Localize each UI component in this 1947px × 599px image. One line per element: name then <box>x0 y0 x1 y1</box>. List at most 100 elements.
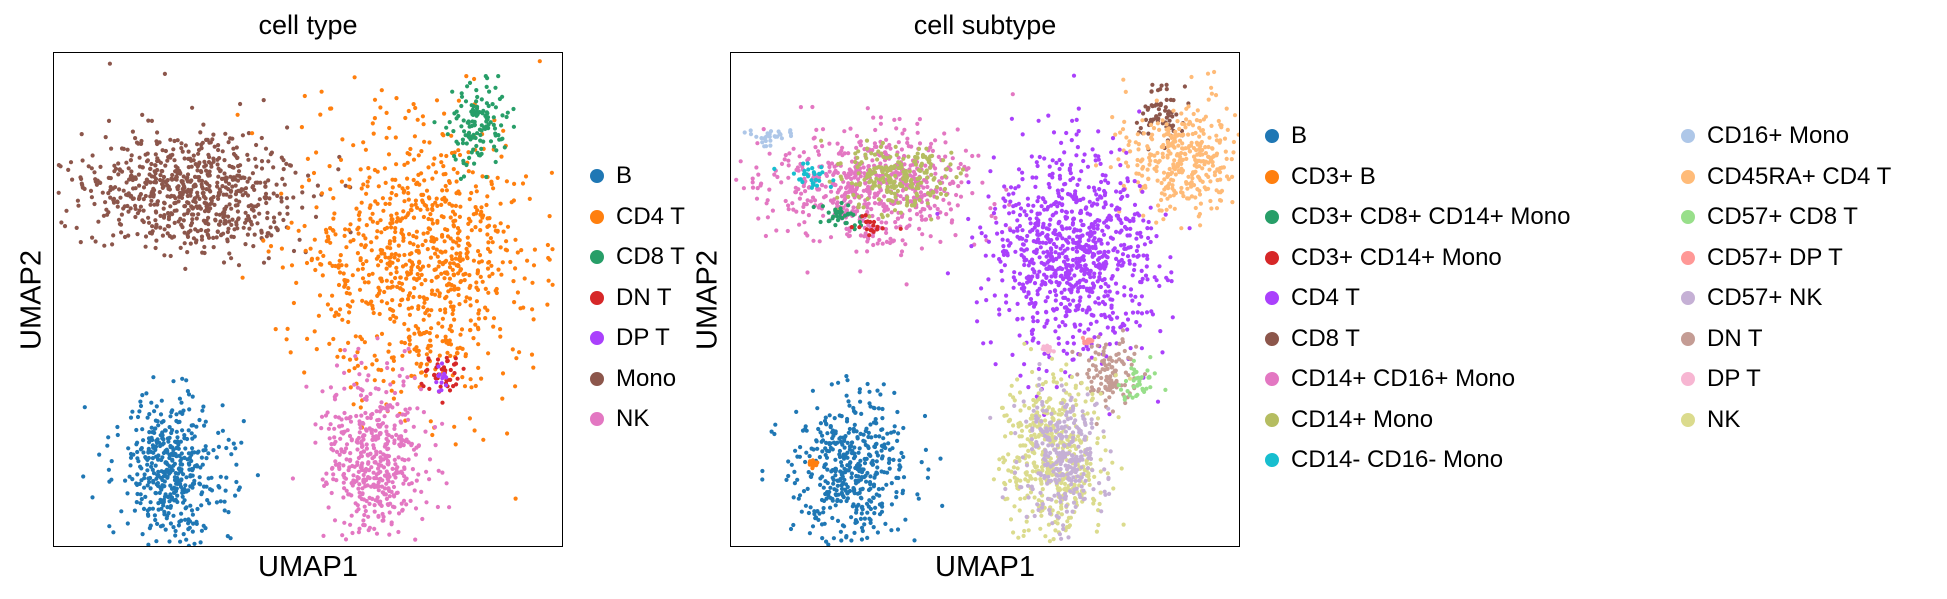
scatter-point <box>523 174 529 179</box>
scatter-point <box>986 239 991 244</box>
scatter-point <box>89 166 94 171</box>
scatter-point <box>1157 208 1162 213</box>
scatter-point <box>893 220 898 225</box>
scatter-point <box>1236 132 1239 137</box>
scatter-point <box>131 186 136 191</box>
scatter-point <box>156 453 161 458</box>
scatter-point <box>993 215 998 220</box>
scatter-point <box>1025 233 1030 239</box>
scatter-point <box>1071 357 1076 362</box>
scatter-point <box>357 430 362 435</box>
scatter-point <box>836 210 841 215</box>
scatter-point <box>293 170 298 175</box>
scatter-point <box>804 202 809 207</box>
scatter-point <box>186 187 191 192</box>
scatter-point <box>1128 287 1134 292</box>
scatter-point <box>820 204 825 209</box>
scatter-point <box>1154 220 1159 225</box>
scatter-point <box>1072 273 1077 278</box>
scatter-point <box>250 131 255 136</box>
scatter-point <box>1078 228 1083 233</box>
scatter-point <box>256 202 261 207</box>
scatter-point <box>208 202 213 207</box>
scatter-point <box>865 196 870 201</box>
scatter-point <box>1201 117 1206 122</box>
scatter-point <box>345 278 350 283</box>
scatter-point <box>883 227 889 232</box>
scatter-point <box>367 175 372 180</box>
scatter-point <box>190 529 195 534</box>
scatter-point <box>905 200 910 205</box>
scatter-point <box>1184 117 1189 122</box>
scatter-point <box>462 278 467 283</box>
scatter-point <box>324 230 329 235</box>
scatter-point <box>147 430 152 435</box>
scatter-point <box>513 266 518 271</box>
scatter-point <box>389 225 394 230</box>
scatter-point <box>1105 325 1110 330</box>
scatter-point <box>915 151 920 156</box>
scatter-point <box>827 169 832 174</box>
scatter-series-dp-t <box>434 361 449 394</box>
scatter-point <box>1145 107 1150 112</box>
scatter-point <box>983 253 988 258</box>
scatter-point <box>1224 156 1229 161</box>
scatter-point <box>191 521 196 526</box>
scatter-point <box>128 463 133 468</box>
scatter-point <box>1000 237 1005 242</box>
scatter-point <box>1148 205 1153 210</box>
scatter-point <box>1226 177 1231 182</box>
scatter-point <box>896 200 901 205</box>
scatter-point <box>819 138 824 143</box>
scatter-point <box>1049 274 1054 279</box>
scatter-point <box>459 279 464 284</box>
scatter-point <box>163 180 168 185</box>
scatter-point <box>329 490 334 496</box>
scatter-point <box>1058 274 1063 279</box>
scatter-point <box>1017 281 1022 286</box>
scatter-point <box>1147 162 1152 167</box>
scatter-point <box>224 475 229 480</box>
scatter-point <box>928 154 933 159</box>
scatter-point <box>1057 201 1062 206</box>
scatter-point <box>428 255 433 260</box>
scatter-point <box>509 200 514 205</box>
scatter-point <box>136 196 142 202</box>
scatter-point <box>247 176 252 181</box>
scatter-point <box>245 152 250 157</box>
scatter-point <box>217 222 222 227</box>
scatter-point <box>493 159 498 165</box>
scatter-point <box>871 181 876 186</box>
scatter-point <box>400 288 405 293</box>
scatter-point <box>1186 196 1191 201</box>
scatter-point <box>934 189 939 194</box>
scatter-point <box>153 491 159 496</box>
panel2-scatter-plot <box>730 52 1240 547</box>
scatter-point <box>309 258 314 263</box>
scatter-point <box>407 240 413 245</box>
scatter-point <box>1060 251 1065 256</box>
scatter-point <box>391 493 397 498</box>
scatter-point <box>360 443 365 449</box>
scatter-point <box>1159 197 1164 203</box>
scatter-point <box>188 503 193 508</box>
legend-item-dp-t: DP T <box>590 324 670 352</box>
scatter-point <box>796 168 801 173</box>
scatter-point <box>430 176 435 181</box>
scatter-point <box>394 432 399 438</box>
scatter-point <box>755 186 760 191</box>
scatter-point <box>407 334 412 339</box>
scatter-point <box>149 449 154 454</box>
scatter-point <box>896 140 901 145</box>
scatter-point <box>129 169 134 174</box>
scatter-point <box>152 174 157 179</box>
scatter-point <box>358 405 363 410</box>
scatter-point <box>394 219 399 224</box>
scatter-point <box>391 380 396 385</box>
scatter-point <box>1022 289 1027 294</box>
scatter-point <box>958 171 963 176</box>
scatter-point <box>1069 267 1074 272</box>
scatter-point <box>447 505 452 510</box>
scatter-point <box>377 288 382 293</box>
scatter-point <box>477 308 482 313</box>
